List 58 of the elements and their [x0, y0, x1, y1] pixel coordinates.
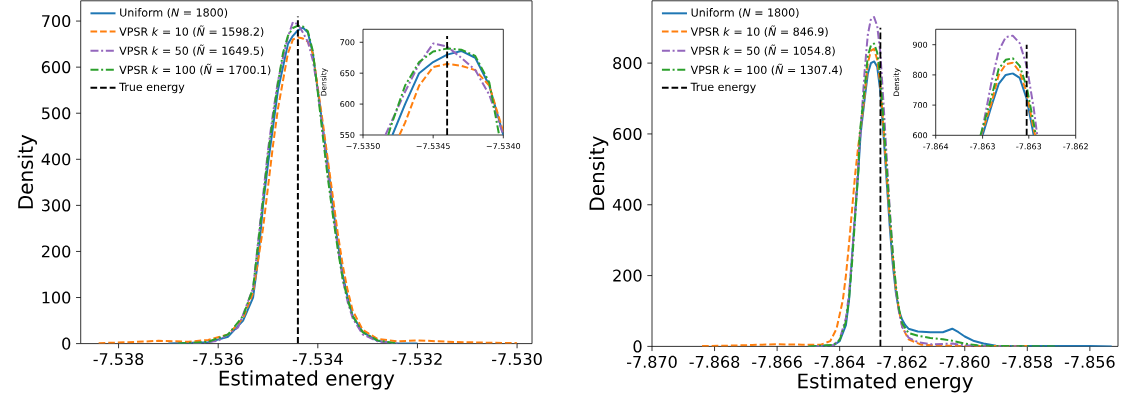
y-tick-label: 700 [913, 102, 928, 109]
legend-label: Uniform (N = 1800) [691, 8, 799, 18]
x-tick-label: -7.538 [93, 352, 144, 366]
x-tick-label: -7.860 [939, 355, 990, 368]
y-tick-label: 800 [613, 57, 642, 70]
line-series [398, 62, 504, 135]
y-tick-label: 900 [912, 41, 928, 48]
legend-label: VPSR k = 50 (Ñ = 1054.8) [690, 44, 835, 57]
x-tick-label: -7.856 [1064, 355, 1115, 368]
legend-label: Uniform (N = 1800) [120, 8, 228, 18]
y-tick-label: 100 [42, 291, 71, 304]
legend-label: VPSR k = 50 (Ñ = 1649.5) [119, 44, 264, 57]
x-tick-label: -7.870 [626, 355, 677, 368]
x-tick-label: -7.532 [392, 352, 442, 366]
y-axis-title: Density [588, 136, 609, 210]
y-tick-label: 0 [633, 340, 642, 353]
y-tick-label: 700 [42, 15, 71, 28]
legend-label: VPSR k = 100 (Ñ = 1700.1) [119, 63, 271, 76]
x-tick-label: −7.5345 [416, 143, 450, 150]
y-tick-label: 200 [41, 245, 71, 258]
y-tick-label: 600 [41, 61, 71, 74]
x-axis-title: Estimated energy [798, 373, 973, 393]
x-tick-label: -7.530 [492, 352, 542, 366]
y-tick-label: 0 [62, 337, 71, 350]
x-tick-label: -7.534 [292, 352, 343, 366]
y-tick-label: 550 [340, 131, 355, 139]
legend-label: True energy [119, 82, 185, 94]
y-tick-label: 300 [42, 199, 71, 212]
y-tick-label: 200 [613, 269, 642, 282]
x-tick-label: −7.5340 [486, 143, 521, 150]
y-tick-label: 600 [613, 127, 642, 140]
legend-label: True energy [690, 82, 756, 94]
x-tick-label: -7.868 [689, 355, 740, 368]
line-series [981, 72, 1035, 136]
x-tick-label: -7.866 [752, 355, 802, 368]
x-tick-label: -7.863 [970, 143, 995, 150]
x-tick-label: -7.863 [1016, 143, 1042, 150]
x-axis-title: Estimated energy [219, 370, 395, 390]
y-tick-label: 600 [340, 101, 355, 108]
x-tick-label: -7.536 [193, 352, 243, 366]
x-tick-label: -7.858 [1002, 355, 1052, 368]
legend-label: VPSR k = 100 (Ñ = 1307.4) [690, 63, 842, 76]
x-tick-label: −7.5350 [346, 143, 380, 150]
y-tick-label: 650 [340, 70, 355, 77]
line-series [980, 34, 1039, 136]
x-tick-label: -7.864 [923, 143, 949, 150]
x-tick-label: -7.862 [1063, 143, 1088, 150]
y-tick-label: 600 [912, 132, 928, 139]
y-tick-label: 400 [41, 153, 71, 166]
y-tick-label: 800 [912, 71, 928, 78]
legend-label: VPSR k = 10 (Ñ = 1598.2) [119, 25, 264, 38]
y-tick-label: 500 [42, 107, 71, 120]
x-tick-label: -7.864 [814, 355, 865, 368]
y-axis-title: Density [17, 134, 37, 209]
legend-label: VPSR k = 10 (Ñ = 846.9) [690, 25, 828, 38]
y-tick-label: 700 [340, 39, 355, 46]
y-tick-label: 400 [612, 198, 642, 211]
x-tick-label: -7.862 [877, 355, 927, 368]
